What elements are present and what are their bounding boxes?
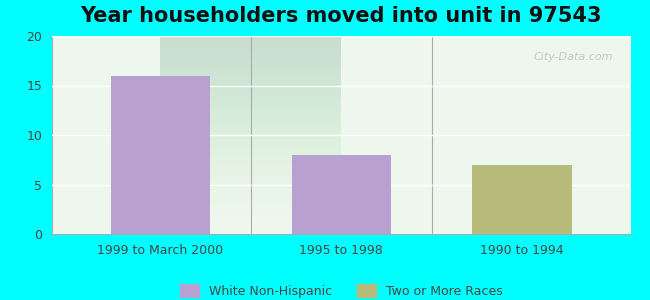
Title: Year householders moved into unit in 97543: Year householders moved into unit in 975… — [81, 6, 602, 26]
Bar — [111, 76, 210, 234]
Text: City-Data.com: City-Data.com — [534, 52, 613, 62]
Bar — [292, 155, 391, 234]
Legend: White Non-Hispanic, Two or More Races: White Non-Hispanic, Two or More Races — [175, 279, 508, 300]
Bar — [473, 165, 572, 234]
